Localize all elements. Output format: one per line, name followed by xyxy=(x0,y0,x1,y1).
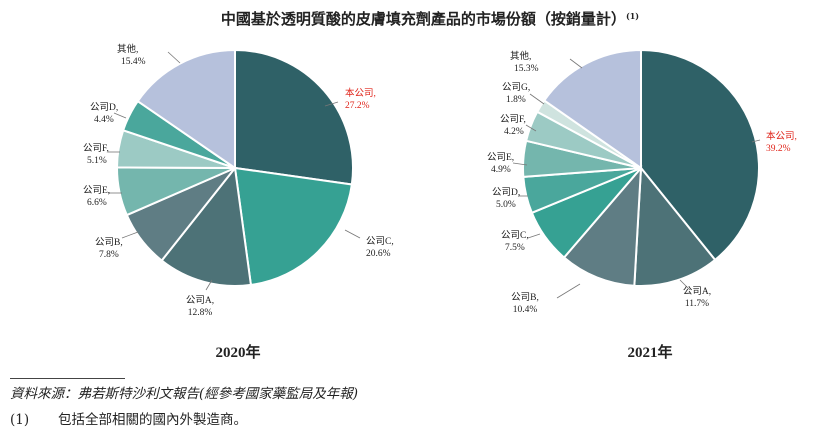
slice-label-value: 1.8% xyxy=(506,95,526,105)
leader-line-company-b xyxy=(121,231,139,239)
year-caption-2021: 2021年 xyxy=(627,343,672,361)
slice-label-our-company: 本公司, 39.2% xyxy=(766,130,797,154)
slice-label-name: 公司B, xyxy=(511,292,539,303)
year-caption-2020: 2020年 xyxy=(215,343,260,361)
slice-label-company-d: 公司D, 4.4% xyxy=(90,102,118,125)
slice-label-value: 4.2% xyxy=(504,127,524,137)
footnote-divider xyxy=(10,378,125,379)
chart-title-main: 中國基於透明質酸的皮膚填充劑產品的市場份額（按銷量計） xyxy=(221,10,626,28)
leader-line-others xyxy=(569,58,583,69)
pie-slice-our-company xyxy=(234,48,354,186)
chart-title: 中國基於透明質酸的皮膚填充劑產品的市場份額（按銷量計）(1) xyxy=(221,10,639,28)
slice-label-name: 公司E, xyxy=(83,185,110,196)
slice-label-value: 10.4% xyxy=(513,305,538,315)
slice-label-value: 5.1% xyxy=(87,156,107,166)
slice-label-name: 公司F, xyxy=(83,143,109,154)
leader-line-company-d xyxy=(113,112,127,119)
slice-label-value: 7.5% xyxy=(505,243,525,253)
leader-line-company-c xyxy=(527,233,541,239)
pie-slice-others xyxy=(136,48,236,170)
market-share-figure: 中國基於透明質酸的皮膚填充劑產品的市場份額（按銷量計）(1) 本公司, 27.2%… xyxy=(83,10,797,361)
slice-label-name: 本公司, xyxy=(766,130,797,142)
footnote-text: 包括全部相關的國內外製造商。 xyxy=(58,412,247,428)
slice-label-company-d: 公司D, 5.0% xyxy=(492,187,520,210)
source-note: 資料來源：弗若斯特沙利文報告(經參考國家藥監局及年報) xyxy=(10,386,359,402)
slice-label-name: 公司D, xyxy=(492,187,520,198)
pie-chart-2021: 本公司, 39.2% 公司A, 11.7% 公司B, 10.4% 公司C, 7.5% 公司D, 5… xyxy=(487,48,797,315)
slice-label-value: 27.2% xyxy=(345,101,370,111)
leader-line-our-company xyxy=(324,101,339,107)
slice-label-value: 12.8% xyxy=(188,308,213,318)
leader-line-company-a xyxy=(679,279,691,291)
slice-label-company-e: 公司E, 4.9% xyxy=(487,152,514,175)
slice-label-name: 其他, xyxy=(510,50,531,62)
slice-label-value: 4.4% xyxy=(94,115,114,125)
slice-label-name: 公司B, xyxy=(95,237,123,248)
slice-label-company-c: 公司C, 7.5% xyxy=(501,230,529,253)
leader-line-others xyxy=(167,51,181,64)
slice-label-name: 公司D, xyxy=(90,102,118,113)
leader-line-company-f xyxy=(525,124,537,132)
pie-slice-company-c xyxy=(233,166,353,287)
slice-label-company-e: 公司E, 6.6% xyxy=(83,185,110,208)
pie-slice-company-a xyxy=(633,165,717,287)
slice-label-name: 公司A, xyxy=(683,286,711,297)
footnote-number: (1) xyxy=(10,412,30,428)
slice-label-others: 其他, 15.4% xyxy=(117,43,146,67)
slice-label-value: 6.6% xyxy=(87,198,107,208)
slice-label-name: 公司C, xyxy=(366,236,394,247)
leader-line-company-c xyxy=(344,229,361,239)
slice-label-others: 其他, 15.3% xyxy=(510,50,539,74)
leader-line-company-a xyxy=(205,279,213,291)
leader-line-company-g xyxy=(529,93,545,105)
slice-label-company-f: 公司F, 5.1% xyxy=(83,143,109,166)
pie-slice-others xyxy=(542,48,642,170)
slice-label-our-company: 本公司, 27.2% xyxy=(345,87,376,111)
leader-line-company-b xyxy=(556,283,581,299)
slice-label-name: 公司E, xyxy=(487,152,514,163)
slice-label-company-a: 公司A, 12.8% xyxy=(186,295,214,318)
slice-label-name: 本公司, xyxy=(345,87,376,99)
slice-label-value: 15.3% xyxy=(514,64,539,74)
leader-line-our-company xyxy=(751,139,761,143)
slice-label-company-b: 公司B, 10.4% xyxy=(511,292,539,315)
slice-label-name: 公司F, xyxy=(500,114,526,125)
chart-title-footnote-ref: (1) xyxy=(626,11,639,21)
pie-chart-2020: 本公司, 27.2% 公司C, 20.6% 公司A, 12.8% 公司B, 7.8% 公司E, 6… xyxy=(83,43,394,318)
slice-label-value: 4.9% xyxy=(491,165,511,175)
slice-label-value: 11.7% xyxy=(685,299,709,309)
pie-slice-our-company xyxy=(640,48,761,262)
pie-slice-company-b xyxy=(562,165,643,287)
pie-slice-company-a xyxy=(160,165,253,287)
slice-label-value: 7.8% xyxy=(99,250,119,260)
slice-label-name: 公司C, xyxy=(501,230,529,241)
slice-label-company-f: 公司F, 4.2% xyxy=(500,114,526,137)
slice-label-company-c: 公司C, 20.6% xyxy=(366,236,394,259)
slice-label-company-g: 公司G, 1.8% xyxy=(502,82,530,105)
slice-label-value: 15.4% xyxy=(121,57,146,67)
slice-label-value: 5.0% xyxy=(496,200,516,210)
slice-label-name: 公司A, xyxy=(186,295,214,306)
footnote: (1) 包括全部相關的國內外製造商。 xyxy=(10,408,247,428)
slice-label-company-a: 公司A, 11.7% xyxy=(683,286,711,309)
leader-line-company-e xyxy=(512,162,528,166)
slice-label-name: 公司G, xyxy=(502,82,530,93)
slice-label-company-b: 公司B, 7.8% xyxy=(95,237,123,260)
slice-label-value: 20.6% xyxy=(366,249,391,259)
slice-label-value: 39.2% xyxy=(766,144,791,154)
slice-label-name: 其他, xyxy=(117,43,138,55)
